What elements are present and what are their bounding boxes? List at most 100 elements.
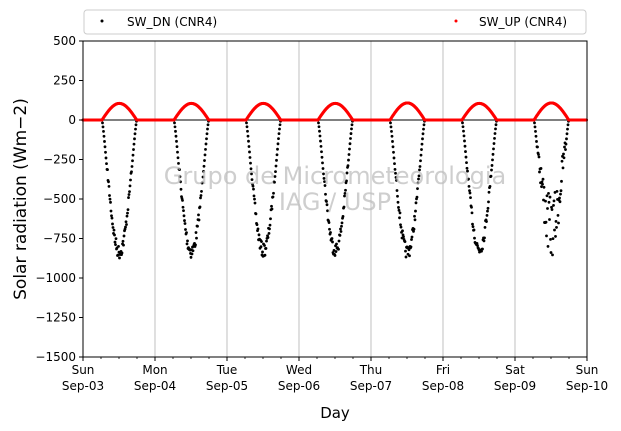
sw-dn-point — [537, 155, 541, 159]
sw-dn-point — [320, 150, 323, 154]
sw-dn-point — [489, 174, 493, 178]
sw-dn-point — [321, 161, 324, 165]
y-tick-label: −1250 — [35, 311, 76, 325]
sw-dn-point — [339, 230, 343, 233]
x-tick-label-day: Mon — [142, 363, 167, 377]
sw-dn-point — [273, 175, 277, 178]
sw-dn-point — [404, 255, 408, 259]
sw-dn-point — [329, 231, 332, 234]
sw-dn-point — [461, 121, 464, 125]
sw-dn-point — [270, 207, 274, 211]
sw-dn-point — [203, 153, 207, 157]
sw-dn-point — [485, 220, 488, 223]
sw-dn-point — [124, 220, 128, 224]
sw-dn-point — [317, 125, 321, 129]
sw-dn-point — [128, 184, 132, 188]
sw-dn-point — [337, 239, 341, 243]
sw-dn-point — [267, 232, 271, 235]
sw-dn-point — [328, 227, 331, 231]
y-tick-label: 0 — [68, 113, 76, 127]
sw-dn-point — [322, 177, 326, 180]
sw-dn-point — [558, 196, 561, 200]
sw-dn-point — [204, 147, 207, 151]
series-sw-up — [81, 101, 588, 122]
y-tick-label: −250 — [43, 153, 76, 167]
sw-dn-point — [256, 227, 260, 231]
legend-label-sw-dn: SW_DN (CNR4) — [127, 15, 217, 29]
sw-dn-point — [493, 132, 497, 135]
sw-dn-point — [182, 209, 185, 213]
sw-dn-point — [494, 123, 498, 127]
x-tick-label-date: Sep-09 — [494, 379, 536, 393]
plot-background — [83, 41, 587, 357]
sw-dn-point — [114, 237, 118, 241]
sw-dn-point — [322, 172, 325, 176]
sw-dn-point — [199, 194, 203, 197]
sw-dn-point — [176, 150, 179, 154]
sw-dn-point — [551, 253, 554, 257]
sw-dn-point — [175, 139, 178, 143]
sw-dn-point — [488, 184, 492, 188]
sw-dn-point — [255, 223, 259, 227]
sw-dn-point — [546, 245, 550, 248]
sw-dn-point — [122, 243, 125, 247]
sw-dn-point — [492, 142, 496, 145]
sw-dn-point — [421, 132, 425, 136]
sw-dn-point — [270, 204, 273, 208]
sw-dn-point — [564, 142, 568, 146]
sw-dn-point — [546, 207, 549, 210]
x-tick-label-date: Sep-03 — [62, 379, 104, 393]
sw-dn-point — [490, 164, 494, 167]
sw-dn-point — [338, 233, 342, 237]
sw-dn-point — [554, 235, 557, 238]
x-tick-label-day: Fri — [436, 363, 450, 377]
sw-dn-point — [412, 227, 416, 231]
sw-dn-point — [174, 134, 178, 138]
legend-label-sw-up: SW_UP (CNR4) — [479, 15, 567, 29]
sw-dn-point — [475, 241, 479, 245]
sw-dn-point — [201, 181, 204, 185]
sw-dn-point — [559, 192, 562, 196]
sw-dn-point — [547, 191, 550, 195]
sw-dn-point — [248, 156, 252, 159]
sw-dn-point — [276, 147, 279, 151]
sw-dn-point — [414, 209, 417, 213]
sw-dn-point — [259, 245, 263, 249]
x-tick-label-day: Tue — [216, 363, 238, 377]
vertical-grid — [154, 41, 516, 357]
sw-dn-point — [492, 147, 495, 151]
sw-dn-point — [102, 134, 106, 138]
sw-dn-point — [345, 179, 348, 183]
sw-dn-point — [416, 181, 420, 185]
sw-dn-point — [197, 218, 201, 222]
x-tick-label-date: Sep-10 — [566, 379, 608, 393]
sw-dn-point — [264, 247, 268, 250]
sw-dn-point — [404, 249, 407, 253]
sw-dn-point — [271, 195, 275, 199]
sw-dn-point — [471, 225, 475, 229]
sw-dn-point — [108, 194, 111, 197]
sw-dn-point — [323, 184, 327, 187]
sw-dn-point — [319, 139, 322, 143]
sw-dn-point — [418, 168, 421, 172]
watermark: Grupo de Micrometeorologia IAG / USP — [164, 162, 506, 216]
sw-dn-point — [274, 164, 278, 168]
sw-dn-point — [471, 222, 474, 226]
sw-dn-point — [556, 214, 560, 217]
sw-dn-point — [486, 206, 490, 210]
sw-dn-point — [321, 167, 325, 170]
sw-dn-point — [422, 127, 425, 131]
sw-dn-point — [462, 134, 466, 138]
sw-dn-point — [134, 123, 138, 127]
sw-dn-point — [134, 127, 137, 131]
sw-dn-point — [110, 216, 114, 220]
sw-dn-point — [247, 139, 250, 143]
sw-dn-point — [483, 236, 486, 240]
sw-dn-point — [113, 233, 116, 237]
sw-dn-point — [550, 208, 554, 211]
sw-dn-point — [103, 140, 106, 143]
sw-dn-point — [101, 121, 104, 125]
sw-dn-point — [398, 216, 401, 220]
sw-dn-point — [253, 197, 256, 201]
